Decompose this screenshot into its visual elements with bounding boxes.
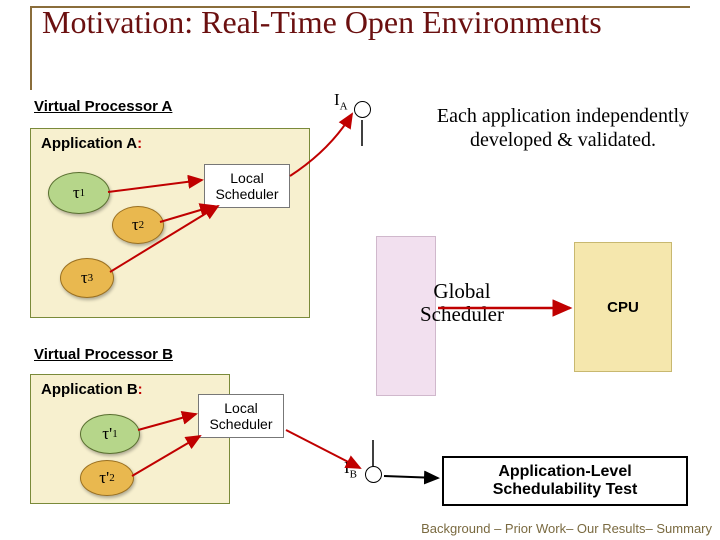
tau-p2-sub: 2 bbox=[109, 472, 115, 484]
iface-A-sub: A bbox=[340, 100, 348, 112]
cpu-box: CPU bbox=[574, 242, 672, 372]
interface-b-circle bbox=[365, 466, 382, 483]
task-tau-1: τ1 bbox=[48, 172, 110, 214]
tau-3-sub: 3 bbox=[88, 272, 94, 284]
tau-p1-sub: 1 bbox=[112, 428, 118, 440]
task-tau-3: τ3 bbox=[60, 258, 114, 298]
tau-p1-symbol: τ' bbox=[102, 424, 112, 444]
tau-2-symbol: τ bbox=[132, 215, 139, 235]
tau-3-symbol: τ bbox=[81, 268, 88, 288]
tau-p2-symbol: τ' bbox=[99, 468, 109, 488]
interface-a-label: IA bbox=[334, 90, 348, 112]
footer-breadcrumb: Background – Prior Work– Our Results– Su… bbox=[0, 521, 712, 536]
task-tau-prime-2: τ'2 bbox=[80, 460, 134, 496]
local-scheduler-b: Local Scheduler bbox=[198, 394, 284, 438]
app-a-name: Application A bbox=[41, 135, 137, 152]
app-a-colon: : bbox=[137, 135, 142, 152]
app-b-name: Application B bbox=[41, 381, 138, 398]
right-description: Each application independently developed… bbox=[428, 104, 698, 152]
application-b-title: Application B: bbox=[41, 381, 143, 398]
tau-1-sub: 1 bbox=[80, 187, 86, 199]
global-scheduler-label: Global Scheduler bbox=[402, 280, 522, 326]
task-tau-prime-1: τ'1 bbox=[80, 414, 140, 454]
vp-a-label: Virtual Processor A bbox=[34, 98, 172, 115]
interface-b-label: IB bbox=[344, 458, 357, 480]
tau-2-sub: 2 bbox=[139, 219, 145, 231]
task-tau-2: τ2 bbox=[112, 206, 164, 244]
iface-B-sub: B bbox=[350, 468, 357, 480]
app-b-colon: : bbox=[138, 381, 143, 398]
application-a-title: Application A: bbox=[41, 135, 142, 152]
local-scheduler-a: Local Scheduler bbox=[204, 164, 290, 208]
slide-title: Motivation: Real-Time Open Environments bbox=[42, 4, 642, 42]
vp-b-label: Virtual Processor B bbox=[34, 346, 173, 363]
tau-1-symbol: τ bbox=[73, 183, 80, 203]
interface-a-circle bbox=[354, 101, 371, 118]
app-level-test-box: Application-Level Schedulability Test bbox=[442, 456, 688, 506]
